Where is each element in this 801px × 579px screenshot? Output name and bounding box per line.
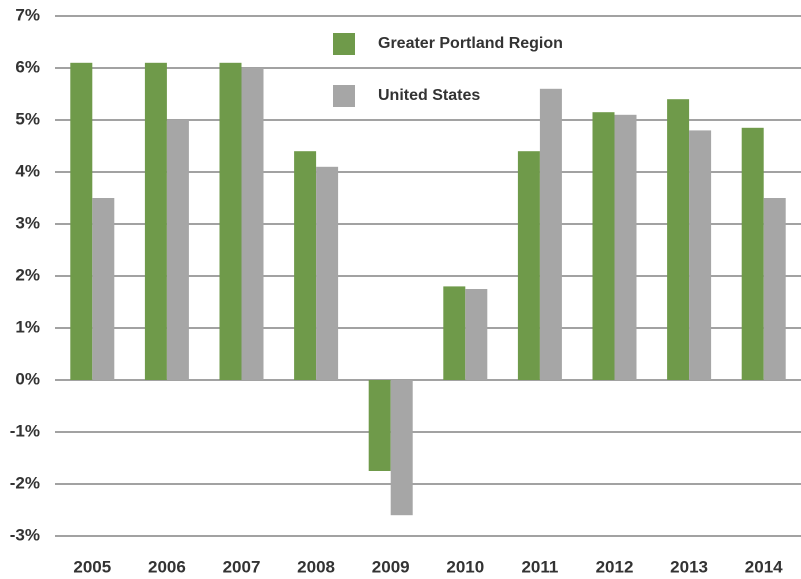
y-tick-label: 6% — [15, 57, 40, 76]
legend-swatch — [333, 85, 355, 107]
y-tick-label: 2% — [15, 265, 40, 284]
y-tick-label: -3% — [10, 525, 40, 544]
bar — [92, 198, 115, 380]
y-tick-label: 7% — [15, 5, 40, 24]
y-tick-label: 4% — [15, 161, 40, 180]
bar — [219, 62, 242, 381]
y-tick-label: 0% — [15, 369, 40, 388]
x-tick-label: 2013 — [670, 557, 708, 576]
y-tick-label: 5% — [15, 109, 40, 128]
x-tick-label: 2006 — [148, 557, 186, 576]
legend-swatch — [333, 33, 355, 55]
bar — [390, 380, 413, 516]
bar — [517, 151, 540, 380]
bar — [294, 151, 317, 380]
y-tick-label: 3% — [15, 213, 40, 232]
bar — [741, 127, 764, 380]
bar — [368, 380, 391, 471]
x-tick-label: 2011 — [521, 557, 558, 576]
bar — [763, 198, 786, 380]
bar — [443, 286, 466, 380]
bar — [241, 68, 264, 380]
bar — [592, 112, 615, 380]
y-tick-label: -1% — [10, 421, 40, 440]
bar — [667, 99, 690, 380]
x-tick-label: 2007 — [223, 557, 261, 576]
bar — [316, 166, 339, 380]
bar — [166, 120, 189, 380]
x-tick-label: 2009 — [372, 557, 410, 576]
y-tick-label: 1% — [15, 317, 40, 336]
x-tick-label: 2005 — [73, 557, 111, 576]
legend-label: United States — [378, 87, 480, 104]
bar — [539, 88, 562, 381]
bar — [465, 289, 488, 380]
bar — [144, 62, 167, 381]
x-tick-label: 2008 — [297, 557, 335, 576]
bar — [70, 62, 93, 381]
y-tick-label: -2% — [10, 473, 40, 492]
bar — [689, 130, 712, 380]
x-tick-label: 2010 — [446, 557, 484, 576]
bar — [614, 114, 637, 381]
legend-label: Greater Portland Region — [378, 35, 563, 52]
x-tick-label: 2014 — [745, 557, 783, 576]
x-tick-label: 2012 — [596, 557, 634, 576]
